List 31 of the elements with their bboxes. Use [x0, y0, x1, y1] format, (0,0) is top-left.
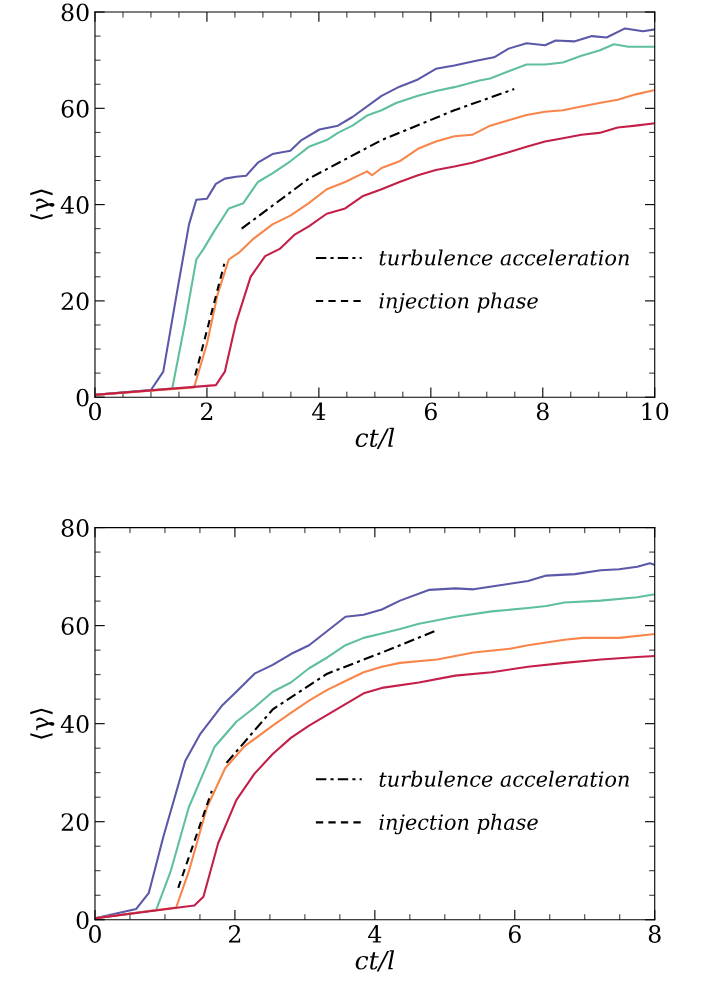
y-tick-label: 80 — [61, 519, 89, 537]
x-tick-label: 0 — [89, 925, 101, 943]
y-tick-label: 40 — [60, 196, 89, 214]
legend-label: injection phase — [379, 813, 538, 835]
y-tick-label: 40 — [60, 715, 89, 733]
legend-label: turbulence acceleration — [379, 249, 629, 266]
x-tick-label: 4 — [368, 925, 382, 943]
y-tick-label: 0 — [76, 911, 89, 930]
y-tick-label: 60 — [61, 99, 89, 118]
y-tick-label: 80 — [61, 3, 89, 22]
legend-label: turbulence acceleration — [379, 770, 629, 787]
x-axis-title: ct/l — [355, 427, 395, 449]
x-tick-label: 6 — [508, 925, 521, 943]
y-tick-label: 20 — [61, 813, 89, 832]
y-axis-title: ⟨γ⟩ — [30, 708, 55, 739]
line-series — [225, 629, 437, 764]
x-tick-label: 8 — [536, 402, 549, 421]
x-tick-label: 8 — [648, 925, 661, 943]
x-tick-label: 0 — [89, 402, 101, 421]
line-series — [240, 88, 516, 230]
x-tick-label: 10 — [642, 402, 669, 421]
x-axis-title: ct/l — [355, 950, 395, 972]
y-tick-label: 20 — [61, 292, 89, 311]
x-tick-label: 4 — [312, 402, 326, 420]
y-tick-label: 60 — [61, 617, 89, 635]
x-tick-label: 2 — [201, 402, 213, 420]
legend-label: injection phase — [379, 292, 538, 313]
y-axis-title: ⟨γ⟩ — [30, 189, 55, 220]
y-tick-label: 0 — [76, 388, 89, 407]
x-tick-label: 6 — [424, 402, 437, 421]
x-tick-label: 2 — [229, 925, 241, 943]
